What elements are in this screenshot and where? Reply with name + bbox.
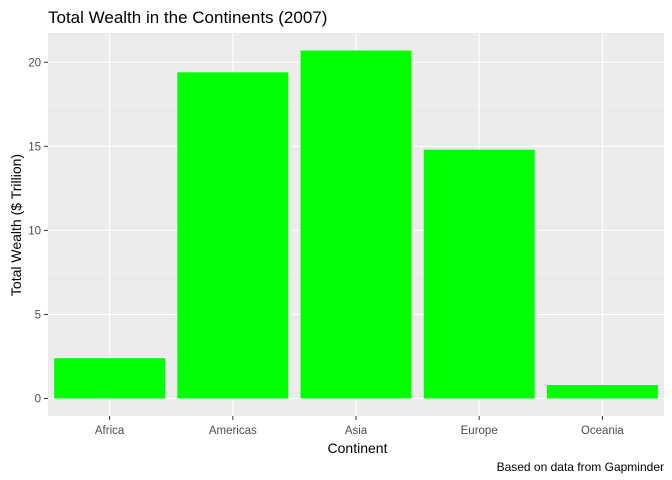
x-tick-label: Europe xyxy=(461,425,498,437)
bar-asia xyxy=(300,50,412,399)
bar-oceania xyxy=(546,385,658,399)
y-tick-label: 15 xyxy=(28,141,41,153)
bars xyxy=(54,50,658,399)
x-tick-label: Americas xyxy=(209,425,257,437)
y-axis: 0 5 10 15 20 xyxy=(28,57,48,406)
x-tick-label: Asia xyxy=(345,425,368,437)
y-tick-label: 10 xyxy=(28,225,41,237)
y-tick-label: 20 xyxy=(28,57,41,69)
y-tick-label: 5 xyxy=(35,309,41,321)
x-tick-label: Oceania xyxy=(581,425,624,437)
x-axis-title: Continent xyxy=(328,440,388,456)
caption: Based on data from Gapminder xyxy=(497,460,664,474)
y-tick-label: 0 xyxy=(35,394,41,406)
chart-title: Total Wealth in the Continents (2007) xyxy=(48,8,327,27)
bar-americas xyxy=(177,72,289,399)
x-tick-label: Africa xyxy=(95,425,125,437)
bar-europe xyxy=(423,149,535,399)
y-axis-title: Total Wealth ($ Trillion) xyxy=(8,154,24,296)
bar-africa xyxy=(54,358,166,399)
x-axis: Africa Americas Asia Europe Oceania xyxy=(95,416,624,437)
